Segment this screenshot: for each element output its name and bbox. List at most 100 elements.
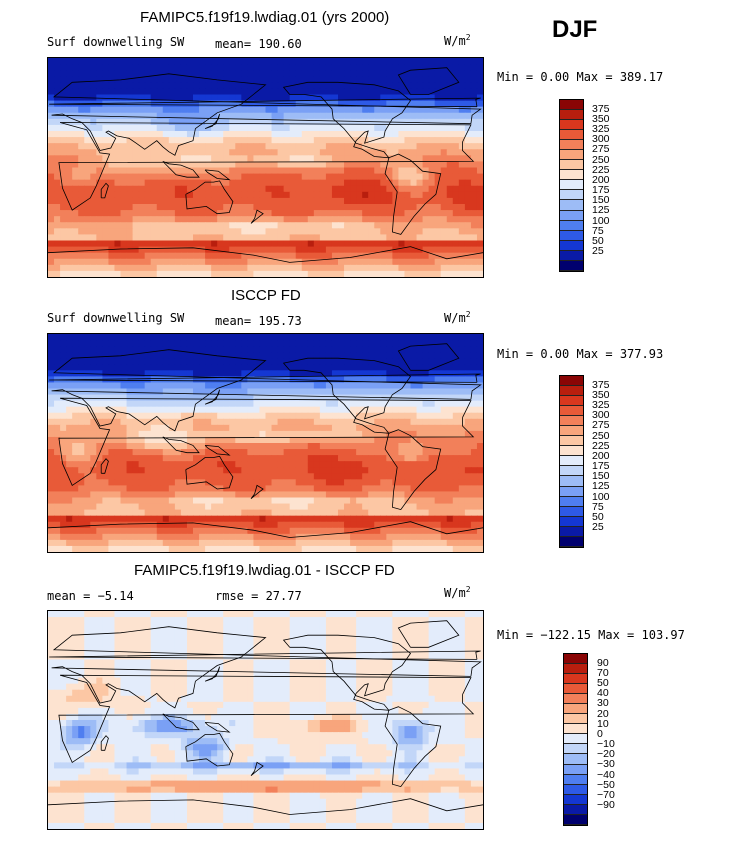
map-cell [174,82,182,90]
map-cell [205,70,212,77]
map-cell [138,364,146,371]
map-cell [48,473,55,480]
map-cell [470,143,478,150]
map-cell [319,443,327,450]
map-cell [398,124,406,132]
map-cell [325,155,333,163]
map-cell [289,204,297,211]
map-cell [307,118,315,126]
map-cell [458,340,466,347]
map-cell [138,430,146,438]
map-cell [126,485,134,493]
map-cell [476,228,483,236]
map-cell [440,382,448,390]
map-cell [108,167,116,175]
map-cell [54,106,61,114]
map-cell [362,167,369,175]
map-cell [180,485,188,493]
map-cell [356,240,363,248]
map-cell [66,479,73,486]
map-cell [138,137,146,144]
map-cell [211,412,218,420]
map-cell [319,100,327,108]
map-cell [180,443,188,450]
map-cell [253,370,261,377]
map-cell [464,264,472,272]
map-cell [446,70,454,77]
map-cell [344,246,351,254]
map-cell [319,210,327,217]
map-cell [476,173,483,181]
map-cell [223,118,230,126]
map-cell [102,346,110,353]
map-cell [66,436,73,444]
map-cell [446,76,454,83]
map-cell [138,418,146,426]
map-cell [362,509,369,517]
map-cell [84,485,91,493]
map-cell [90,382,97,390]
map-cell [464,418,472,426]
map-cell [180,346,188,353]
map-cell [217,400,224,408]
map-cell [90,167,97,175]
map-cell [48,358,55,365]
map-cell [410,370,418,377]
map-cell [356,382,363,390]
map-cell [235,334,242,341]
map-cell [422,449,430,456]
map-cell [132,370,140,377]
map-cell [114,473,122,480]
map-cell [223,479,230,486]
map-cell [78,418,85,426]
map-cell [66,346,73,353]
map-cell [114,222,122,229]
map-cell [78,491,85,499]
map-cell [174,455,182,462]
map-cell [434,112,442,120]
map-cell [156,394,164,402]
map-cell [295,210,303,217]
map-cell [428,58,436,65]
map-cell [241,497,248,505]
map-cell [319,137,327,144]
map-cell [386,88,393,96]
map-cell [307,124,315,132]
map-cell [229,443,236,450]
map-cell [78,364,85,371]
map-cell [410,179,418,187]
map-cell [54,179,61,187]
map-cell [301,94,309,102]
map-cell [211,155,218,163]
map-cell [325,173,333,181]
map-cell [150,106,158,114]
map-cell [325,358,333,365]
map-cell [428,418,436,426]
map-cell [283,515,291,523]
map-cell [259,521,267,529]
map-cell [114,509,122,517]
map-cell [344,388,351,396]
map-cell [199,497,206,505]
map-cell [211,82,218,90]
map-cell [289,449,297,456]
map-cell [54,436,61,444]
map-cell [168,100,176,108]
map-cell [440,58,448,65]
map-cell [392,82,400,90]
map-cell [241,352,248,359]
map-cell [404,240,412,248]
map-cell [186,364,194,371]
map-cell [186,76,194,83]
map-cell [229,185,236,193]
map-cell [295,461,303,468]
map-cell [235,131,242,138]
map-cell [48,118,55,126]
map-cell [464,149,472,156]
map-cell [108,118,116,126]
map-cell [138,179,146,187]
map-cell [156,418,164,426]
map-cell [108,204,116,211]
map-cell [102,234,110,242]
map-cell [199,461,206,468]
